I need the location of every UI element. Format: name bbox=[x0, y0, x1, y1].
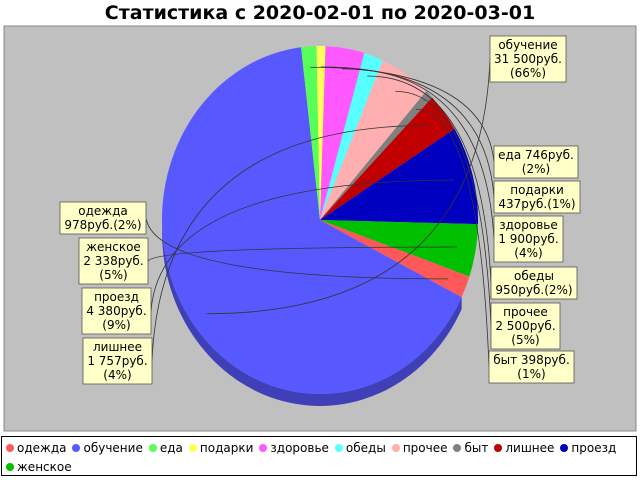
legend-item-женское: женское bbox=[6, 458, 72, 477]
data-label-подарки: 437руб.(1%) bbox=[498, 197, 575, 211]
data-label-одежда: одежда bbox=[78, 204, 127, 218]
legend-label: лишнее bbox=[505, 441, 555, 455]
leader-line-подарки bbox=[320, 66, 495, 198]
data-label-подарки: подарки bbox=[510, 183, 564, 197]
data-label-быт: быт 398руб. bbox=[493, 353, 570, 367]
pie-slice-женское bbox=[320, 220, 478, 277]
legend-dot-icon bbox=[72, 444, 81, 452]
data-label-еда: еда 746руб. bbox=[498, 148, 574, 162]
legend-label: здоровье bbox=[270, 441, 329, 455]
data-label-обучение: (66%) bbox=[510, 66, 546, 80]
data-label-женское: (5%) bbox=[99, 268, 127, 282]
pie-slice-обеды bbox=[320, 52, 383, 220]
data-label-проезд: проезд bbox=[94, 290, 139, 304]
data-label-box-проезд bbox=[81, 287, 152, 335]
pie-slice-обучение bbox=[162, 47, 462, 395]
legend-dot-icon bbox=[334, 444, 343, 452]
legend-dot-icon bbox=[6, 444, 14, 452]
pie-slice-подарки bbox=[316, 46, 326, 221]
data-label-лишнее: (4%) bbox=[103, 368, 131, 382]
pie-slice-быт bbox=[320, 91, 433, 220]
legend-dot-icon bbox=[391, 444, 400, 452]
data-label-box-одежда bbox=[59, 201, 147, 235]
leader-line-быт bbox=[416, 108, 490, 368]
legend-item-быт: быт bbox=[453, 439, 488, 458]
leader-line-здоровье bbox=[342, 68, 495, 240]
legend-dot-icon bbox=[148, 444, 157, 452]
legend-item-подарки: подарки bbox=[188, 439, 254, 458]
data-label-box-обучение bbox=[489, 35, 567, 83]
data-label-box-женское bbox=[78, 237, 149, 285]
legend-dot-icon bbox=[259, 444, 268, 452]
data-label-здоровье: здоровье bbox=[499, 218, 558, 232]
data-label-прочее: (5%) bbox=[511, 333, 539, 347]
legend-item-лишнее: лишнее bbox=[494, 439, 554, 458]
data-label-еда: (2%) bbox=[522, 162, 550, 176]
leader-line-обеды bbox=[367, 75, 492, 284]
data-label-женское: 2 338руб. bbox=[83, 254, 143, 268]
leader-line-одежда bbox=[145, 217, 449, 280]
leader-line-женское bbox=[147, 246, 457, 262]
legend-item-здоровье: здоровье bbox=[259, 439, 329, 458]
legend-item-проезд: проезд bbox=[560, 439, 616, 458]
data-label-box-здоровье bbox=[493, 215, 564, 263]
data-label-box-подарки bbox=[493, 180, 581, 214]
legend-dot-icon bbox=[6, 463, 14, 471]
pie-slice-проезд bbox=[320, 128, 479, 225]
data-label-лишнее: лишнее bbox=[93, 340, 142, 354]
data-label-box-еда bbox=[493, 145, 579, 179]
leader-line-лишнее bbox=[151, 124, 430, 362]
data-label-одежда: 978руб.(2%) bbox=[64, 218, 141, 232]
legend-item-еда: еда bbox=[148, 439, 183, 458]
data-label-box-обеды bbox=[490, 266, 578, 300]
legend-item-одежда: одежда bbox=[6, 439, 66, 458]
legend-label: одежда bbox=[17, 441, 67, 455]
data-label-здоровье: 1 900руб. bbox=[498, 232, 558, 246]
data-label-box-быт bbox=[488, 350, 575, 384]
legend: одежда обучение еда подарки здоровье обеды про… bbox=[1, 436, 637, 476]
pie-slice-еда bbox=[301, 46, 320, 221]
data-label-женское: женское bbox=[86, 240, 141, 254]
legend-item-обеды: обеды bbox=[334, 439, 386, 458]
data-label-прочее: 2 500руб. bbox=[495, 319, 555, 333]
leader-line-проезд bbox=[150, 179, 455, 312]
legend-dot-icon bbox=[188, 444, 197, 452]
data-label-проезд: 4 380руб. bbox=[86, 304, 146, 318]
data-label-box-лишнее bbox=[82, 337, 153, 385]
legend-label: еда bbox=[159, 441, 183, 455]
legend-dot-icon bbox=[560, 444, 569, 452]
data-label-быт: (1%) bbox=[517, 367, 545, 381]
leader-line-прочее bbox=[395, 90, 492, 327]
pie-slice-лишнее bbox=[320, 97, 455, 220]
data-label-обучение: обучение bbox=[498, 38, 557, 52]
data-label-лишнее: 1 757руб. bbox=[87, 354, 147, 368]
legend-dot-icon bbox=[494, 444, 503, 452]
leader-line-обучение bbox=[206, 58, 491, 315]
data-label-обучение: 31 500руб. bbox=[494, 52, 562, 66]
legend-item-обучение: обучение bbox=[72, 439, 143, 458]
chart-title: Статистика с 2020-02-01 по 2020-03-01 bbox=[104, 2, 536, 24]
data-label-обеды: 950руб.(2%) bbox=[495, 283, 572, 297]
legend-item-прочее: прочее bbox=[391, 439, 448, 458]
data-label-обеды: обеды bbox=[514, 269, 554, 283]
pie-slice-прочее bbox=[320, 60, 427, 220]
legend-label: прочее bbox=[402, 441, 448, 455]
data-label-проезд: (9%) bbox=[102, 318, 130, 332]
legend-label: женское bbox=[17, 460, 72, 474]
data-label-box-прочее bbox=[490, 302, 561, 350]
data-label-прочее: прочее bbox=[503, 305, 548, 319]
data-label-здоровье: (4%) bbox=[514, 246, 542, 260]
legend-label: проезд bbox=[571, 441, 617, 455]
legend-label: быт bbox=[464, 441, 489, 455]
legend-dot-icon bbox=[453, 444, 462, 452]
legend-label: обучение bbox=[83, 441, 143, 455]
legend-label: подарки bbox=[199, 441, 254, 455]
pie-slice-одежда bbox=[320, 220, 470, 298]
legend-label: обеды bbox=[345, 441, 386, 455]
